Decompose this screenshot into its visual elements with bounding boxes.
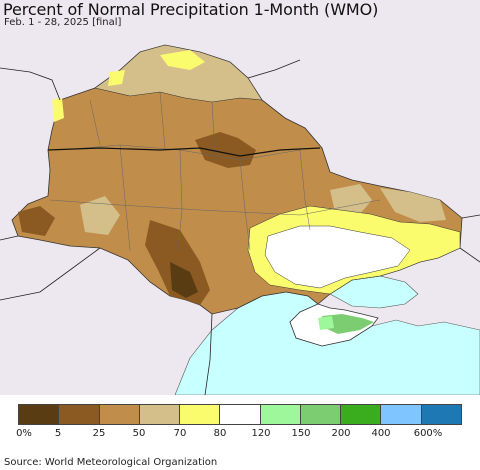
outside-borders <box>0 59 480 395</box>
region-dark-west <box>18 206 55 236</box>
region-dark-center <box>195 132 256 168</box>
legend-swatch <box>220 405 261 424</box>
source-credit: Source: World Meteorological Organizatio… <box>4 457 218 468</box>
legend-swatch <box>59 405 100 424</box>
date-range: Feb. 1 - 28, 2025 [final] <box>4 17 122 28</box>
color-legend <box>18 404 462 425</box>
legend-label: 70 <box>173 428 187 439</box>
region-west-yellow <box>52 98 64 122</box>
region-north-yellow <box>160 50 205 70</box>
oblast-borders <box>49 91 381 251</box>
legend-label: 400 <box>371 428 391 439</box>
legend-swatch <box>381 405 422 424</box>
legend-label: 80 <box>213 428 227 439</box>
legend-label: 0% <box>16 428 32 439</box>
region-north-yellow2 <box>108 70 125 86</box>
legend-swatch <box>421 405 461 424</box>
legend-label: 120 <box>251 428 271 439</box>
legend-label: 600% <box>413 428 443 439</box>
map-svg <box>0 44 480 395</box>
legend-label: 150 <box>291 428 311 439</box>
region-east-white <box>264 225 411 289</box>
legend-swatch <box>139 405 181 424</box>
legend-swatch <box>99 405 140 424</box>
region-light-west <box>80 196 120 235</box>
legend-swatch <box>341 405 382 424</box>
legend-labels: 0% 5 25 50 70 80 120 150 200 400 600% <box>0 428 480 442</box>
region-darkest-south <box>170 262 198 298</box>
region-north <box>94 44 263 103</box>
legend-swatch <box>260 405 301 424</box>
legend-swatch <box>180 405 221 424</box>
legend-label: 25 <box>92 428 106 439</box>
legend-swatch <box>19 405 60 424</box>
page-title: Percent of Normal Precipitation 1-Month … <box>3 0 379 19</box>
region-light-east <box>330 184 372 214</box>
precipitation-map <box>0 0 480 395</box>
region-crimea-green <box>322 314 374 334</box>
region-light-northeast <box>380 188 446 222</box>
legend-label: 50 <box>132 428 146 439</box>
legend-label: 5 <box>54 428 62 439</box>
country-border <box>47 147 321 157</box>
legend-label: 200 <box>331 428 351 439</box>
legend-swatch <box>300 405 342 424</box>
region-crimea-lightgreen <box>318 316 334 330</box>
